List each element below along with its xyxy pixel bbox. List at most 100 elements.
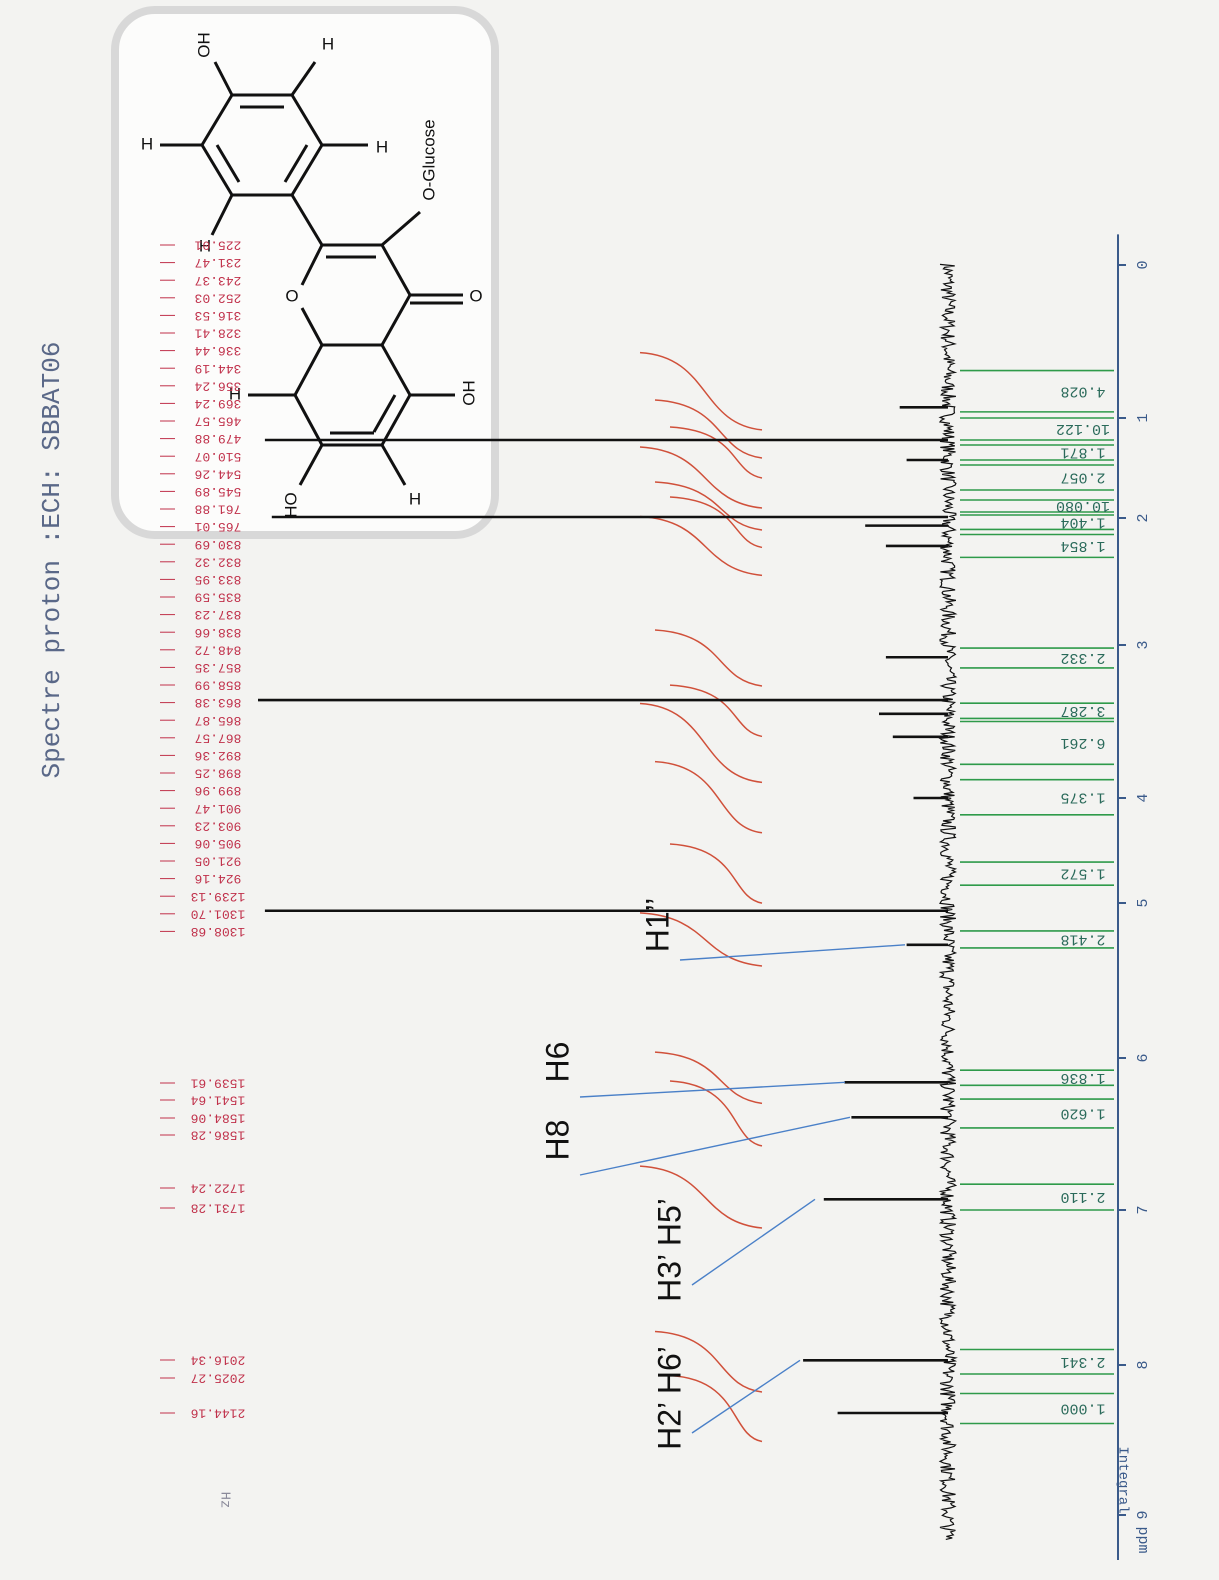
hz-peak-label: 905.06 — [195, 836, 242, 851]
integral-value: 1.404 — [1060, 513, 1105, 530]
hz-peak-label: 837.23 — [195, 607, 242, 622]
hz-peak-label: 865.87 — [195, 713, 242, 728]
peak-annotation: H2’ H6’ — [651, 1346, 687, 1450]
hz-peak-label: 903.23 — [195, 818, 242, 833]
hz-peak-label: 510.07 — [195, 449, 242, 464]
hz-peak-label: 858.99 — [195, 678, 242, 693]
hz-peak-label: 2144.16 — [191, 1406, 246, 1421]
atom-label: O — [469, 286, 482, 305]
atom-label: H — [141, 134, 153, 153]
integral-curve — [654, 629, 763, 687]
atom-label: H — [229, 384, 241, 403]
integral-curve — [654, 1051, 763, 1105]
integral-value: 1.871 — [1060, 444, 1105, 461]
hz-peak-label: 899.96 — [195, 783, 242, 798]
hz-label: Hz — [216, 1492, 232, 1509]
atom-label: HO — [281, 492, 300, 518]
hz-peak-label: 921.05 — [195, 854, 242, 869]
hz-peak-label: 2025.27 — [191, 1371, 246, 1386]
hz-peak-label: 344.19 — [195, 361, 242, 376]
annotation-leader — [579, 1116, 851, 1176]
hz-peak-label: 857.35 — [195, 660, 242, 675]
hz-peak-label: 545.89 — [195, 484, 242, 499]
integral-value: 10.080 — [1056, 497, 1110, 514]
integral-value: 2.110 — [1060, 1188, 1105, 1205]
hz-peak-label: 356.24 — [194, 378, 241, 393]
atom-label: H — [409, 489, 421, 508]
integral-value: 2.341 — [1060, 1353, 1105, 1370]
annotation-leader — [691, 1359, 801, 1434]
integral-curve — [639, 515, 763, 577]
integral-value: 1.854 — [1060, 537, 1105, 554]
integral-value: 1.572 — [1060, 865, 1105, 882]
structure-inset: OH H H H H O-Glucose O O OH HO H H — [111, 6, 499, 539]
hz-peak-label: 848.72 — [195, 642, 242, 657]
atom-label: H — [199, 236, 211, 255]
integral-value: 6.261 — [1060, 734, 1105, 751]
hz-peak-label: 924.16 — [195, 871, 242, 886]
hz-peak-label: 369.24 — [194, 396, 241, 411]
x-tick-label: 6 — [1135, 1053, 1152, 1062]
integral-value: 1.375 — [1060, 788, 1105, 805]
hz-peak-label: 867.57 — [195, 730, 242, 745]
hz-peak-label: 1301.70 — [191, 906, 246, 921]
x-tick-label: 2 — [1135, 513, 1152, 522]
hz-peak-label: 316.53 — [195, 308, 242, 323]
hz-peak-label: 231.47 — [195, 255, 242, 270]
hz-peak-label: 1722.24 — [190, 1181, 245, 1196]
integral-curve — [639, 702, 763, 784]
integral-curve — [639, 351, 763, 431]
peak-annotation: H6 — [539, 1042, 575, 1083]
integral-curve — [669, 684, 763, 738]
hz-peak-label: 1539.61 — [190, 1076, 245, 1091]
hz-peak-label: 832.32 — [195, 554, 242, 569]
hz-peak-label: 252.03 — [195, 290, 242, 305]
peak-annotation: H3’ H5’ — [651, 1198, 687, 1302]
x-tick-label: 4 — [1135, 793, 1152, 802]
integral-value: 4.028 — [1060, 382, 1105, 399]
x-tick-label: 0 — [1135, 260, 1152, 269]
hz-peak-label: 863.38 — [195, 695, 242, 710]
integral-value: 2.418 — [1060, 930, 1105, 947]
hz-peak-label: 1584.06 — [191, 1111, 246, 1126]
peak-annotation: H8 — [539, 1120, 575, 1161]
hz-peak-label: 765.01 — [194, 519, 241, 534]
annotation-leader — [691, 1198, 816, 1286]
atom-label: H — [376, 137, 388, 156]
integral-value: 3.287 — [1060, 702, 1105, 719]
integral-curve — [654, 760, 763, 834]
atom-label: O — [285, 286, 298, 305]
chart-title: Spectre proton :ECH: SBBAT06 — [37, 342, 67, 779]
integral-curve — [669, 496, 763, 549]
x-tick-label: 7 — [1135, 1205, 1152, 1214]
annotation-leader — [679, 944, 906, 961]
hz-peak-label: 1308.68 — [191, 924, 246, 939]
x-axis-label: ppm — [1134, 1526, 1151, 1553]
hz-peak-label: 479.88 — [195, 431, 242, 446]
integral-label: Integral — [1114, 1446, 1130, 1513]
atom-label: OH — [459, 380, 478, 406]
integral-value: 10.122 — [1056, 420, 1110, 437]
integral-value: 1.000 — [1060, 1400, 1105, 1417]
atom-label: H — [322, 34, 334, 53]
hz-peak-label: 838.66 — [195, 625, 242, 640]
bonds — [160, 61, 463, 486]
hz-peak-label: 225.01 — [194, 238, 241, 253]
annotation-leader — [579, 1081, 846, 1098]
integral-value: 2.332 — [1060, 649, 1105, 666]
hz-peak-label: 835.59 — [195, 590, 242, 605]
atom-label: OH — [194, 32, 213, 58]
hz-peak-label: 901.47 — [195, 801, 242, 816]
integral-curve — [639, 1165, 763, 1229]
hz-peak-label: 336.44 — [194, 343, 241, 358]
hz-peak-label: 1586.28 — [191, 1128, 246, 1143]
hz-peak-label: 1541.64 — [190, 1093, 245, 1108]
integral-curve — [639, 912, 763, 967]
integral-curve — [654, 481, 763, 531]
peak-annotation: H1’’ — [639, 898, 675, 953]
x-tick-label: 9 — [1135, 1510, 1152, 1519]
integral-curve — [669, 426, 763, 479]
integral-value: 2.057 — [1060, 469, 1105, 486]
hz-peak-label: 465.57 — [195, 414, 242, 429]
